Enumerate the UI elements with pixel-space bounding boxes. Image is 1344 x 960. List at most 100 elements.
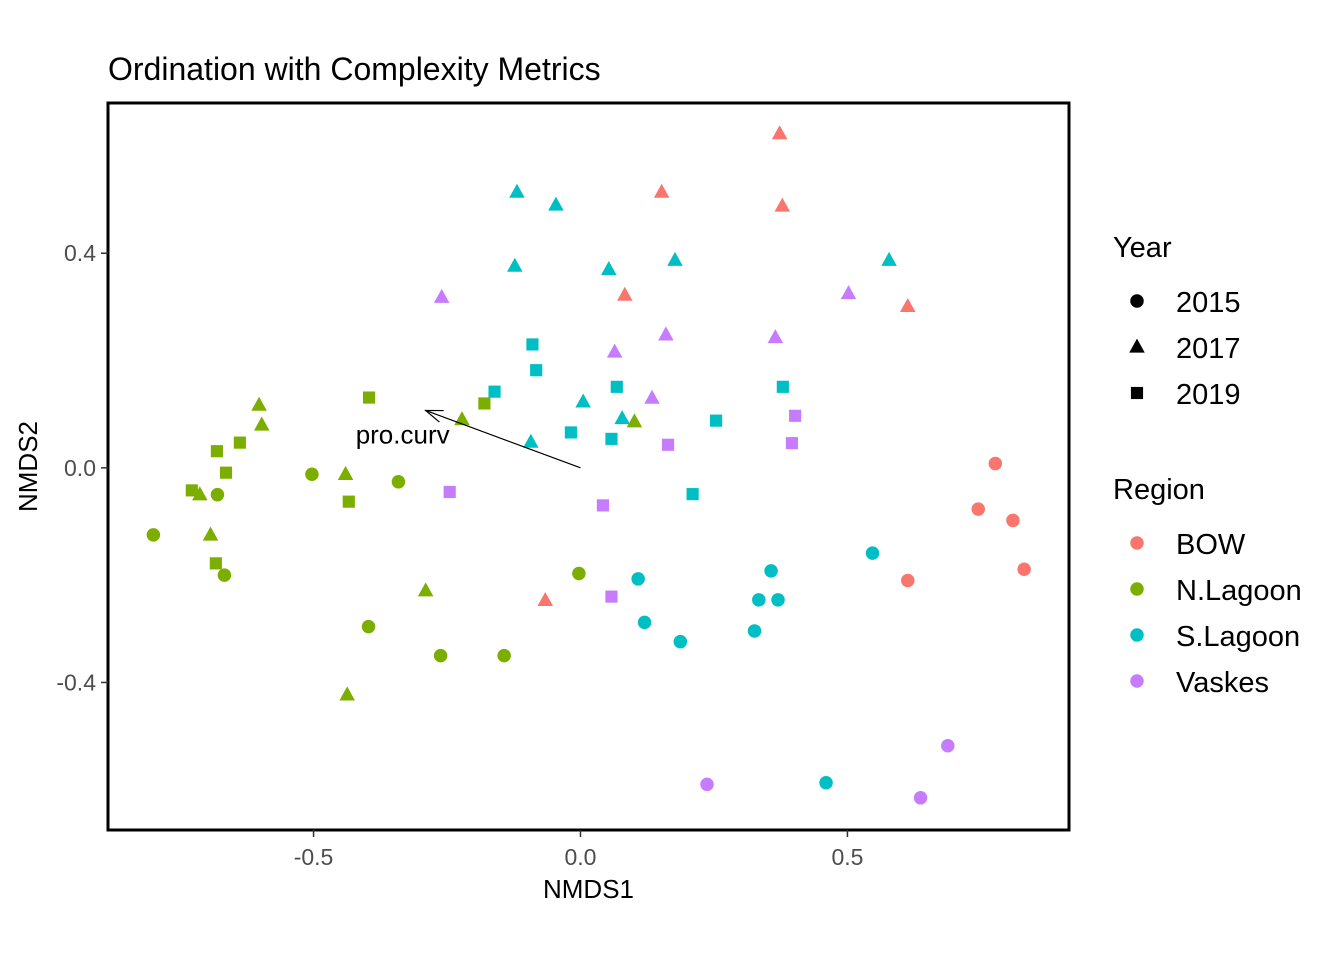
- point-n-lagoon-2017-21: [253, 416, 270, 431]
- point-vaskes-2017-67: [433, 288, 450, 303]
- point-s-lagoon-2017-52: [575, 393, 591, 408]
- y-axis-title: NMDS2: [13, 421, 43, 512]
- point-s-lagoon-2019-56: [530, 364, 543, 377]
- legend-year-title: Year: [1113, 232, 1172, 264]
- point-n-lagoon-2017-28: [339, 686, 355, 701]
- x-axis-ticks: -0.5 0.0 0.5: [294, 830, 863, 870]
- y-axis-ticks: 0.4 0.0 -0.4: [56, 240, 108, 695]
- point-vaskes-2017-72: [644, 389, 660, 404]
- vector-layer: pro.curv: [356, 409, 581, 469]
- chart-title: Ordination with Complexity Metrics: [108, 51, 601, 87]
- legend-region-title: Region: [1113, 474, 1205, 506]
- point-bow-2015-2: [1006, 513, 1020, 528]
- point-n-lagoon-2019-33: [219, 466, 233, 479]
- legend-year-label-2017: 2017: [1176, 333, 1241, 365]
- y-tick-label: 0.4: [64, 240, 96, 266]
- point-s-lagoon-2019-61: [564, 426, 577, 439]
- point-n-lagoon-2015-16: [572, 566, 586, 581]
- point-n-lagoon-2017-20: [251, 396, 267, 411]
- point-vaskes-2017-70: [767, 329, 784, 344]
- point-vaskes-2019-73: [789, 409, 802, 422]
- legend-region: Region BOW N.Lagoon S.Lagoon Vaskes: [1113, 474, 1302, 699]
- point-n-lagoon-2019-35: [342, 495, 355, 508]
- point-s-lagoon-2019-57: [488, 385, 501, 398]
- point-s-lagoon-2019-55: [526, 338, 539, 351]
- point-bow-2017-7: [774, 197, 791, 212]
- point-bow-2017-6: [653, 183, 670, 198]
- point-s-lagoon-2015-38: [764, 564, 778, 578]
- point-s-lagoon-2019-59: [776, 380, 789, 393]
- point-s-lagoon-2017-49: [601, 260, 617, 275]
- point-s-lagoon-2015-37: [865, 546, 880, 560]
- legend-region-label-vaskes: Vaskes: [1176, 667, 1269, 699]
- point-n-lagoon-2015-18: [433, 648, 448, 663]
- legend-region-key-vaskes: [1130, 674, 1144, 688]
- point-vaskes-2017-69: [658, 326, 674, 341]
- point-n-lagoon-2019-32: [210, 445, 223, 458]
- point-n-lagoon-2015-15: [391, 475, 406, 489]
- point-n-lagoon-2015-11: [146, 528, 161, 542]
- point-s-lagoon-2015-41: [771, 593, 785, 607]
- point-n-lagoon-2019-29: [362, 391, 376, 404]
- legend-year-label-2019: 2019: [1176, 379, 1241, 411]
- point-vaskes-2019-76: [443, 485, 456, 499]
- plot-panel: [106, 101, 1071, 832]
- point-n-lagoon-2017-26: [202, 526, 219, 541]
- point-bow-2015-1: [971, 502, 985, 516]
- point-s-lagoon-2017-53: [614, 410, 630, 425]
- point-s-lagoon-2019-62: [605, 432, 618, 445]
- x-tick-label: -0.5: [294, 844, 334, 870]
- point-n-lagoon-2017-24: [192, 486, 208, 501]
- point-n-lagoon-2019-36: [209, 557, 222, 570]
- x-tick-label: 0.5: [831, 844, 863, 870]
- point-bow-2017-10: [537, 591, 554, 607]
- x-tick-label: 0.0: [564, 844, 596, 870]
- point-n-lagoon-2019-30: [478, 397, 491, 410]
- point-n-lagoon-2017-22: [454, 411, 470, 426]
- point-n-lagoon-2019-34: [185, 484, 198, 497]
- point-bow-2017-9: [900, 297, 916, 313]
- point-s-lagoon-2015-42: [637, 615, 652, 630]
- point-bow-2017-8: [617, 286, 633, 301]
- legend-region-key-n-lagoon: [1130, 582, 1144, 596]
- legend-year: Year 2015 2017 2019: [1113, 232, 1241, 411]
- point-bow-2017-5: [771, 125, 788, 140]
- point-s-lagoon-2017-51: [881, 251, 897, 266]
- legend-region-label-n-lagoon: N.Lagoon: [1176, 575, 1302, 607]
- legend-region-key-s-lagoon: [1130, 628, 1144, 642]
- point-vaskes-2019-74: [661, 438, 675, 451]
- point-s-lagoon-2017-50: [667, 251, 683, 266]
- point-vaskes-2015-66: [913, 791, 928, 805]
- point-s-lagoon-2017-47: [548, 196, 564, 211]
- point-s-lagoon-2015-44: [673, 634, 688, 649]
- vector-arrow-head: [424, 409, 444, 423]
- y-tick-label: -0.4: [56, 669, 96, 695]
- point-s-lagoon-2017-54: [523, 433, 539, 448]
- legend-region-label-s-lagoon: S.Lagoon: [1176, 621, 1300, 653]
- point-vaskes-2015-65: [700, 777, 714, 792]
- point-bow-2015-4: [901, 573, 915, 588]
- point-vaskes-2017-71: [606, 343, 623, 358]
- vector-arrow-line: [425, 409, 581, 469]
- legend-year-key-2017: [1129, 338, 1145, 353]
- point-n-lagoon-2017-27: [417, 582, 434, 597]
- point-s-lagoon-2019-63: [686, 488, 699, 501]
- point-s-lagoon-2015-43: [747, 624, 762, 638]
- point-s-lagoon-2017-48: [507, 257, 523, 272]
- y-tick-label: 0.0: [64, 455, 96, 481]
- point-vaskes-2017-68: [840, 285, 857, 300]
- legend-year-key-2015: [1130, 294, 1144, 308]
- point-n-lagoon-2017-25: [337, 465, 354, 480]
- point-vaskes-2015-64: [941, 739, 955, 753]
- point-s-lagoon-2019-60: [710, 414, 723, 427]
- point-vaskes-2019-75: [785, 437, 798, 450]
- point-n-lagoon-2017-23: [626, 413, 643, 428]
- point-bow-2015-0: [988, 456, 1003, 471]
- point-n-lagoon-2015-14: [305, 467, 319, 482]
- points-layer: [146, 125, 1031, 805]
- legend-year-key-2019: [1130, 386, 1144, 400]
- legend-year-label-2015: 2015: [1176, 287, 1241, 319]
- point-n-lagoon-2019-31: [233, 436, 246, 449]
- point-n-lagoon-2015-17: [361, 619, 376, 634]
